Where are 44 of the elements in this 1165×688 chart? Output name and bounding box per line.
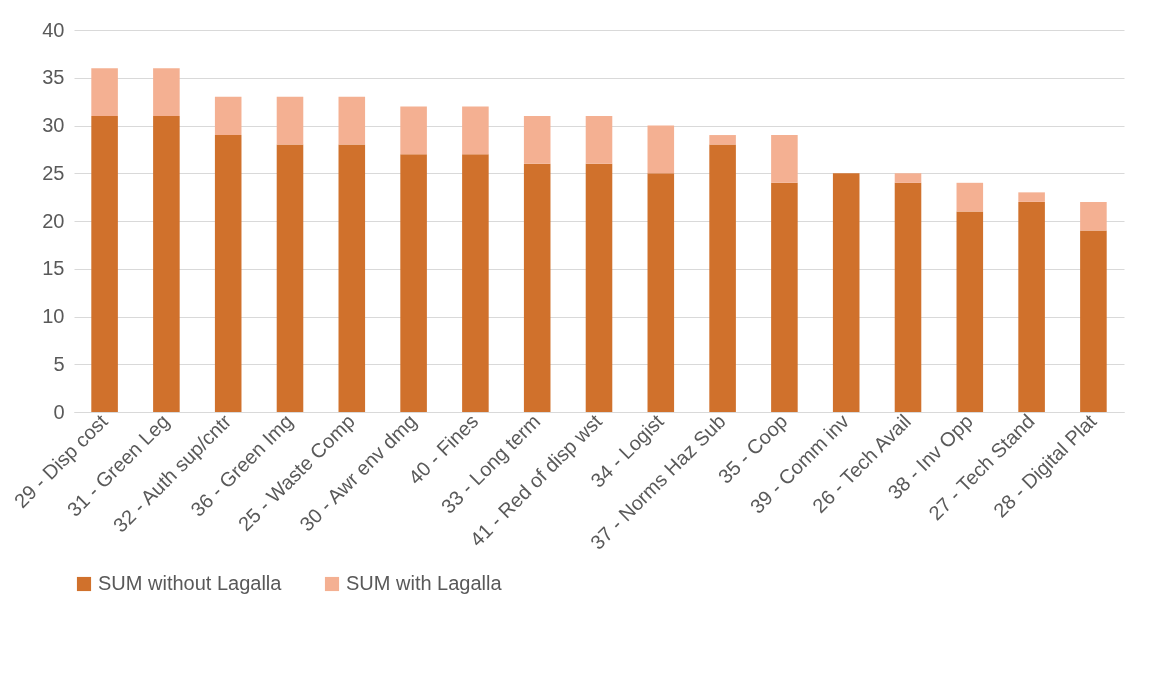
bar [709,135,736,145]
bar [771,182,798,412]
bar [214,135,242,412]
bar [400,106,427,155]
bar [338,96,366,145]
y-tick-label: 20 [42,209,65,232]
bar [153,115,180,412]
bar [400,154,427,412]
bar [153,68,180,116]
bar [1080,230,1107,412]
bar [462,106,489,155]
bar [647,125,675,174]
bar [771,135,798,183]
y-tick-label: 15 [42,257,65,280]
y-tick-label: 0 [53,400,65,423]
y-tick-label: 5 [53,352,65,375]
bar [338,144,366,412]
legend-label: SUM without Lagalla [98,572,283,594]
bar [91,68,118,116]
bar [832,173,860,412]
y-tick-label: 35 [42,66,65,89]
bar [585,115,613,164]
bar [276,96,304,145]
bar [276,144,304,412]
bar [956,211,984,412]
y-tick-label: 25 [42,161,65,184]
legend-label: SUM with Lagalla [346,572,503,594]
bar [523,163,551,412]
bar [647,173,675,412]
y-tick-label: 10 [42,305,65,327]
bar [956,182,984,212]
bar [1018,201,1045,412]
bar [709,144,736,412]
bar [585,163,613,412]
bar [1018,192,1045,202]
y-tick-label: 30 [42,114,65,136]
bar [91,115,118,412]
bar [894,182,922,412]
bar [214,96,242,136]
bar [894,173,922,183]
bar [1080,201,1107,231]
bar [462,154,489,412]
y-tick-label: 40 [42,18,65,41]
bar [523,115,551,164]
